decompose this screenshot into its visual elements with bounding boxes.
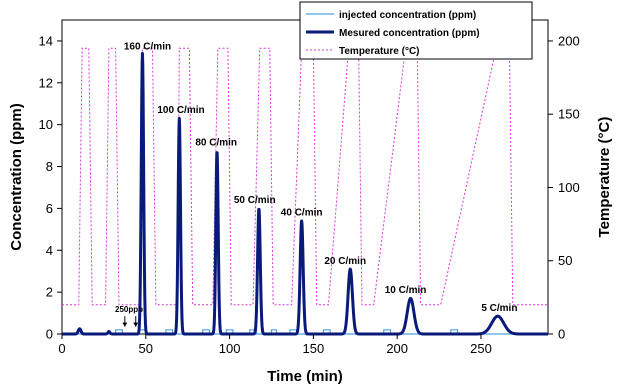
annotation-1: 100 C/min	[157, 105, 204, 116]
y2-tick-label-4: 200	[558, 33, 580, 48]
y-tick-label-5: 10	[39, 117, 53, 132]
y2-axis-title: Temperature (°C)	[596, 117, 613, 238]
y-tick-label-0: 0	[46, 327, 53, 342]
legend: injected concentration (ppm) Mesured con…	[299, 1, 533, 60]
y2-tick-label-2: 100	[558, 180, 580, 195]
y-tick-label-6: 12	[39, 75, 53, 90]
x-tick-label-4: 200	[386, 341, 408, 356]
annotation-8: 250ppb	[115, 305, 143, 314]
legend-label-injected: injected concentration (ppm)	[339, 10, 476, 21]
x-tick-label-2: 100	[219, 341, 241, 356]
annotation-arrowhead-0	[122, 322, 128, 327]
y-tick-label-2: 4	[46, 243, 53, 258]
x-tick-label-1: 50	[139, 341, 153, 356]
x-tick-label-3: 150	[303, 341, 325, 356]
x-tick-label-5: 250	[470, 341, 492, 356]
annotation-7: 5 C/min	[481, 303, 517, 314]
legend-label-temperature: Temperature (°C)	[339, 46, 420, 57]
y-tick-label-1: 2	[46, 285, 53, 300]
axis-layer: 0 50 100 150 200 250 0 2 4 6 8 10 12 14 0 50 100 150 200	[39, 33, 580, 356]
annotation-2: 80 C/min	[195, 138, 237, 149]
annotation-layer: 160 C/min 100 C/min 80 C/min 50 C/min 40 C/m…	[115, 41, 517, 327]
legend-box	[299, 1, 533, 60]
annotation-0: 160 C/min	[124, 41, 171, 52]
measured-concentration-line	[60, 51, 550, 336]
y-tick-label-3: 6	[46, 201, 53, 216]
annotation-3: 50 C/min	[234, 195, 276, 206]
y-tick-label-4: 8	[46, 159, 53, 174]
y-tick-label-7: 14	[39, 33, 53, 48]
annotation-arrowhead-1	[133, 322, 139, 327]
x-axis-title: Time (min)	[267, 368, 343, 385]
y-axis-title: Concentration (ppm)	[8, 103, 25, 251]
annotation-4: 40 C/min	[281, 208, 323, 219]
y2-tick-label-0: 0	[558, 327, 565, 342]
legend-label-measured: Mesured concentration (ppm)	[339, 28, 480, 39]
annotation-5: 20 C/min	[324, 256, 366, 267]
y2-tick-label-1: 50	[558, 253, 572, 268]
x-tick-label-0: 0	[58, 341, 65, 356]
annotation-6: 10 C/min	[385, 285, 427, 296]
y2-tick-label-3: 150	[558, 107, 580, 122]
